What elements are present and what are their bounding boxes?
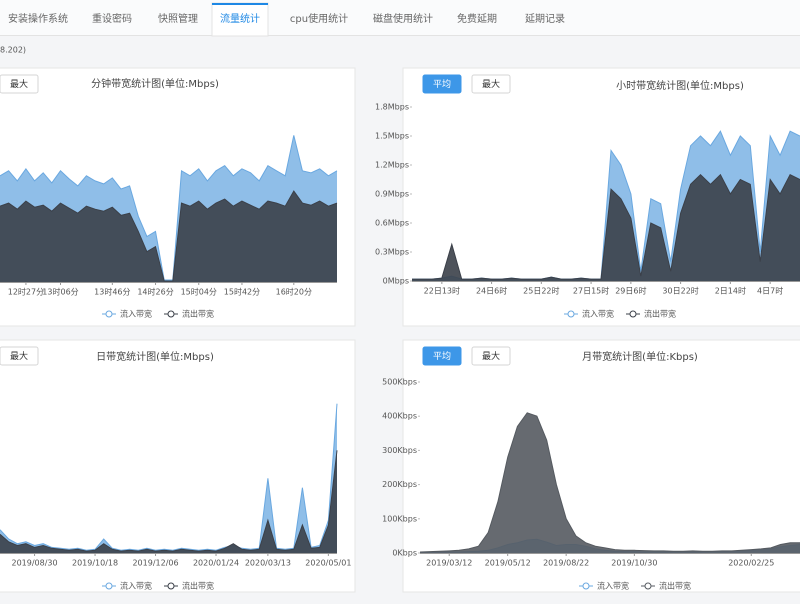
legend-marker <box>582 582 590 590</box>
tab[interactable]: cpu使用统计 <box>290 12 348 25</box>
x-tick-label: 13时06分 <box>42 287 78 297</box>
panel <box>402 339 800 593</box>
tab[interactable]: 磁盘使用统计 <box>373 12 433 25</box>
toggle-button-label[interactable]: 最大 <box>10 78 28 90</box>
series-line <box>0 403 338 551</box>
series-line <box>0 135 338 281</box>
legend-label[interactable]: 流出带宽 <box>182 309 214 319</box>
x-tick-label: 27日15时 <box>573 286 609 296</box>
x-tick-label: 30日22时 <box>662 286 698 296</box>
legend-marker <box>105 582 113 590</box>
ip-text: 8.202) <box>0 46 26 55</box>
y-tick-label: 100Kbps <box>382 514 417 523</box>
x-tick-label: 2019/10/18 <box>72 559 118 568</box>
y-tick-label: 1.2Mbps <box>375 161 409 170</box>
series-line <box>412 173 800 280</box>
toggle-button[interactable] <box>0 74 39 94</box>
legend-label[interactable]: 流入带宽 <box>597 581 629 591</box>
active-tab-bg <box>211 2 269 37</box>
toggle-button[interactable] <box>471 346 511 366</box>
legend-marker <box>105 310 113 318</box>
x-tick-label: 12时27分 <box>8 287 44 297</box>
y-tick-label: 300Kbps <box>382 446 417 455</box>
x-tick-label: 15时04分 <box>181 287 217 297</box>
tab[interactable]: 重设密码 <box>92 12 132 25</box>
x-tick-label: 24日6时 <box>476 286 507 296</box>
x-tick-label: 2020/02/25 <box>728 559 774 568</box>
chart-title: 月带宽统计图(单位:Kbps) <box>582 350 698 363</box>
area-fill <box>412 174 800 281</box>
legend-label[interactable]: 流入带宽 <box>582 309 614 319</box>
toggle-button[interactable] <box>0 346 39 366</box>
tab[interactable]: 流量统计 <box>220 12 260 25</box>
chart-title: 分钟带宽统计图(单位:Mbps) <box>91 77 219 90</box>
toggle-button-label[interactable]: 最大 <box>482 350 500 362</box>
y-tick-label: 200Kbps <box>382 480 417 489</box>
x-tick-label: 13时46分 <box>94 287 130 297</box>
tab[interactable]: 安装操作系统 <box>8 12 68 25</box>
series-line <box>0 450 338 552</box>
legend-label[interactable]: 流出带宽 <box>182 581 214 591</box>
x-tick-label: 15时42分 <box>224 287 260 297</box>
toggle-button-label[interactable]: 平均 <box>433 350 451 362</box>
panel <box>0 339 356 593</box>
legend-marker <box>629 310 637 318</box>
x-tick-label: 2019/10/30 <box>611 559 657 568</box>
x-tick-label: 29日6时 <box>615 286 646 296</box>
chart-title: 小时带宽统计图(单位:Mbps) <box>616 79 744 92</box>
y-tick-label: 0.6Mbps <box>375 219 409 228</box>
toggle-button[interactable] <box>422 346 462 366</box>
legend-marker <box>167 582 175 590</box>
x-tick-label: 2019/05/12 <box>485 559 531 568</box>
y-tick-label: 0Mbps <box>383 277 409 286</box>
x-tick-label: 2019/03/12 <box>426 559 472 568</box>
legend-label[interactable]: 流出带宽 <box>644 309 676 319</box>
x-tick-label: 14时26分 <box>137 287 173 297</box>
x-tick-label: 2020/01/24 <box>193 559 239 568</box>
x-tick-label: 2020/03/13 <box>245 559 291 568</box>
tab[interactable]: 延期记录 <box>525 13 565 25</box>
x-tick-label: 25日22时 <box>523 286 559 296</box>
y-tick-label: 1.5Mbps <box>375 132 409 141</box>
toggle-button-label[interactable]: 平均 <box>433 78 451 90</box>
legend-marker <box>567 310 575 318</box>
x-tick-label: 22日13时 <box>424 286 460 296</box>
y-tick-label: 500Kbps <box>382 378 417 387</box>
y-tick-label: 0.3Mbps <box>375 248 409 257</box>
x-tick-label: 2019/12/06 <box>132 559 178 568</box>
x-tick-label: 4日7时 <box>757 286 783 296</box>
tab-bar <box>0 0 800 36</box>
y-tick-label: 400Kbps <box>382 412 417 421</box>
tab[interactable]: 免费延期 <box>457 12 497 25</box>
toggle-button-label[interactable]: 最大 <box>482 78 500 90</box>
legend-label[interactable]: 流出带宽 <box>659 581 691 591</box>
legend-label[interactable]: 流入带宽 <box>120 309 152 319</box>
y-tick-label: 1.8Mbps <box>375 103 409 112</box>
legend-marker <box>644 582 652 590</box>
x-tick-label: 2020/05/01 <box>305 559 351 568</box>
x-tick-label: 2日14时 <box>715 286 746 296</box>
area-fill <box>0 191 337 282</box>
series-line <box>419 412 800 553</box>
series-line <box>0 190 338 282</box>
area-fill <box>420 412 800 553</box>
y-tick-label: 0.9Mbps <box>375 190 409 199</box>
toggle-button[interactable] <box>422 74 462 94</box>
x-tick-label: 2019/08/30 <box>12 559 58 568</box>
x-tick-label: 16时20分 <box>276 287 312 297</box>
legend-label[interactable]: 流入带宽 <box>120 581 152 591</box>
chart-title: 日带宽统计图(单位:Mbps) <box>96 350 214 363</box>
legend-marker <box>167 310 175 318</box>
toggle-button[interactable] <box>471 74 511 94</box>
x-tick-label: 2019/08/22 <box>543 559 589 568</box>
toggle-button-label[interactable]: 最大 <box>10 350 28 362</box>
tab[interactable]: 快照管理 <box>158 12 198 25</box>
active-tab-bar <box>212 3 268 5</box>
area-fill <box>0 450 337 553</box>
y-tick-label: 0Kbps <box>392 549 417 558</box>
